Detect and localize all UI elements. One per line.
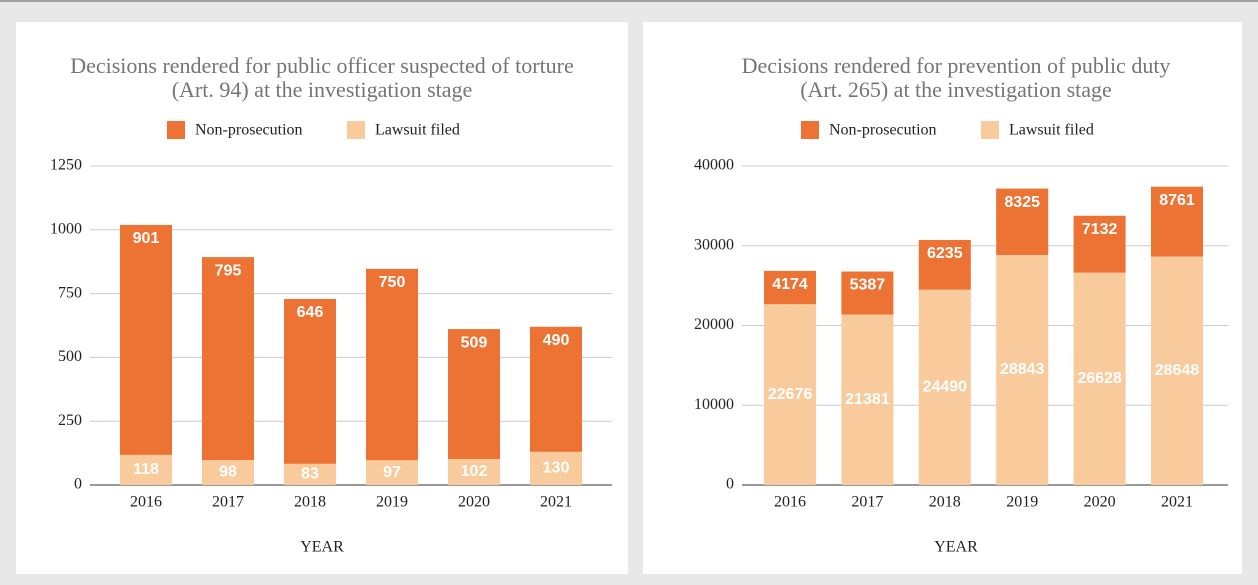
y-tick-label: 1250 [50, 157, 82, 174]
data-label: 118 [133, 461, 159, 478]
x-axis-title: YEAR [934, 539, 978, 556]
data-label: 750 [379, 274, 406, 291]
data-label: 83 [301, 466, 319, 483]
y-tick-label: 20000 [694, 316, 734, 333]
bar-segment [202, 257, 254, 460]
data-label: 795 [215, 262, 242, 279]
data-label: 26628 [1077, 370, 1122, 387]
legend-swatch [167, 121, 185, 139]
chart-title: Decisions rendered for prevention of pub… [742, 53, 1171, 78]
chart-title: Decisions rendered for public officer su… [70, 53, 574, 78]
legend-label: Non-prosecution [195, 122, 303, 139]
bar-segment [284, 298, 336, 464]
x-tick-label: 2020 [1084, 494, 1116, 511]
y-tick-label: 30000 [694, 236, 734, 253]
bar-segment [841, 314, 894, 485]
x-tick-label: 2018 [929, 494, 961, 511]
bar-segment [530, 451, 582, 485]
chart-title: (Art. 94) at the investigation stage [172, 77, 473, 102]
data-label: 7132 [1082, 221, 1118, 238]
y-tick-label: 40000 [694, 157, 734, 174]
y-tick-label: 10000 [694, 396, 734, 413]
data-label: 28843 [1000, 361, 1045, 378]
x-tick-label: 2018 [294, 494, 326, 511]
x-tick-label: 2020 [458, 494, 490, 511]
data-label: 102 [461, 463, 488, 480]
data-label: 98 [219, 464, 237, 481]
y-tick-label: 0 [74, 476, 82, 493]
y-tick-label: 750 [58, 284, 82, 301]
data-label: 97 [383, 464, 401, 481]
x-tick-label: 2016 [130, 494, 162, 511]
bar-segment [530, 326, 582, 452]
bar-segment [1073, 215, 1126, 273]
x-tick-label: 2019 [376, 494, 408, 511]
x-tick-label: 2021 [540, 494, 572, 511]
data-label: 646 [297, 304, 324, 321]
x-axis-title: YEAR [300, 539, 344, 556]
bar-segment [448, 329, 500, 459]
bar-segment [120, 224, 172, 455]
bar-segment [120, 454, 172, 485]
bar-segment [764, 304, 816, 485]
data-label: 22676 [768, 386, 813, 403]
top-border [0, 0, 1258, 2]
data-label: 5387 [850, 277, 886, 294]
chart-title: (Art. 265) at the investigation stage [800, 77, 1112, 102]
bar-segment [1151, 256, 1203, 485]
data-label: 490 [543, 332, 570, 349]
data-label: 4174 [772, 276, 808, 293]
bar-segment [1151, 186, 1203, 257]
data-label: 8325 [1004, 194, 1040, 211]
bar-segment [448, 458, 500, 485]
bar-segment [841, 271, 894, 315]
bar-segment [918, 239, 971, 290]
legend-label: Non-prosecution [829, 122, 937, 139]
bar-segment [996, 188, 1049, 255]
bar-segment [284, 463, 336, 485]
x-tick-label: 2016 [774, 494, 806, 511]
data-label: 24490 [923, 379, 968, 396]
x-tick-label: 2021 [1161, 494, 1193, 511]
data-label: 21381 [845, 391, 890, 408]
data-label: 130 [543, 460, 570, 477]
y-tick-label: 500 [58, 348, 82, 365]
bar-segment [996, 254, 1049, 485]
legend-swatch [981, 121, 999, 139]
data-label: 509 [461, 334, 488, 351]
y-tick-label: 0 [726, 476, 734, 493]
y-tick-label: 250 [58, 412, 82, 429]
bar-segment [366, 268, 418, 461]
y-tick-label: 1000 [50, 220, 82, 237]
x-tick-label: 2019 [1006, 494, 1038, 511]
x-tick-label: 2017 [212, 494, 244, 511]
bar-segment [366, 460, 418, 485]
legend-label: Lawsuit filed [1009, 122, 1094, 139]
legend-label: Lawsuit filed [375, 122, 460, 139]
data-label: 28648 [1155, 362, 1200, 379]
data-label: 8761 [1159, 192, 1195, 209]
bar-segment [918, 289, 971, 485]
legend-swatch [347, 121, 365, 139]
data-label: 901 [133, 230, 160, 247]
bar-segment [764, 270, 816, 305]
x-tick-label: 2017 [851, 494, 883, 511]
panel [16, 22, 628, 574]
data-label: 6235 [927, 245, 963, 262]
bar-segment [1073, 272, 1126, 485]
legend-swatch [801, 121, 819, 139]
bar-segment [202, 459, 254, 485]
